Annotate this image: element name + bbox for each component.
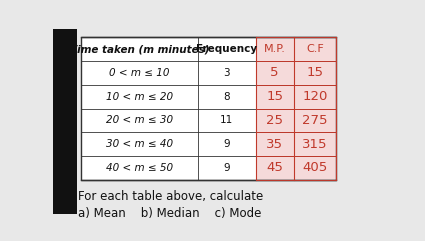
- Text: 15: 15: [306, 67, 323, 79]
- Text: 405: 405: [302, 161, 328, 174]
- Text: 9: 9: [224, 163, 230, 173]
- Text: 0 < m ≤ 10: 0 < m ≤ 10: [109, 68, 170, 78]
- Text: 9: 9: [224, 139, 230, 149]
- Text: 8: 8: [224, 92, 230, 102]
- Text: 25: 25: [266, 114, 283, 127]
- Text: 120: 120: [302, 90, 328, 103]
- Text: 30 < m ≤ 40: 30 < m ≤ 40: [106, 139, 173, 149]
- Text: 5: 5: [270, 67, 279, 79]
- Text: 40 < m ≤ 50: 40 < m ≤ 50: [106, 163, 173, 173]
- Text: M.P.: M.P.: [264, 44, 286, 54]
- Text: 45: 45: [266, 161, 283, 174]
- Bar: [53, 29, 77, 214]
- Text: 275: 275: [302, 114, 328, 127]
- Text: 35: 35: [266, 138, 283, 151]
- Text: Time taken (m minutes): Time taken (m minutes): [70, 44, 210, 54]
- Text: For each table above, calculate: For each table above, calculate: [78, 190, 263, 203]
- Text: 3: 3: [224, 68, 230, 78]
- Text: a) Mean    b) Median    c) Mode: a) Mean b) Median c) Mode: [78, 207, 261, 220]
- Text: C.F: C.F: [306, 44, 324, 54]
- Text: 11: 11: [220, 115, 233, 125]
- Text: Frequency: Frequency: [196, 44, 258, 54]
- Text: 20 < m ≤ 30: 20 < m ≤ 30: [106, 115, 173, 125]
- Text: 10 < m ≤ 20: 10 < m ≤ 20: [106, 92, 173, 102]
- Text: 15: 15: [266, 90, 283, 103]
- Text: 315: 315: [302, 138, 328, 151]
